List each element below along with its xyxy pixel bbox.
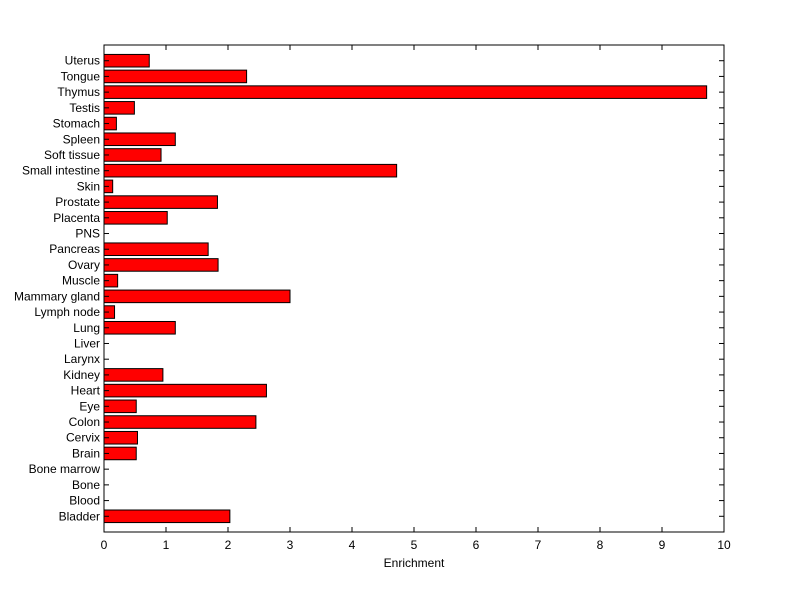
bar-spleen: [103, 132, 176, 147]
x-tick-label: 2: [225, 538, 232, 552]
y-tick-label: Prostate: [55, 195, 100, 209]
x-tick-label: 1: [163, 538, 170, 552]
bars-layer: [103, 53, 708, 524]
y-tick-label: Soft tissue: [44, 148, 100, 162]
y-tick-label: Thymus: [57, 85, 100, 99]
x-tick-label: 6: [473, 538, 480, 552]
y-tick-label: Blood: [69, 494, 100, 508]
y-tick-label: Colon: [69, 415, 100, 429]
x-tick-label: 9: [659, 538, 666, 552]
bar-small-intestine: [103, 163, 398, 178]
x-tick-label: 4: [349, 538, 356, 552]
bar-cervix: [103, 430, 138, 445]
y-tick-label: Liver: [74, 336, 100, 350]
y-tick-label: Eye: [79, 399, 100, 413]
y-tick-label: Stomach: [53, 117, 100, 131]
bar-uterus: [103, 53, 150, 68]
y-tick-label: Lymph node: [34, 305, 100, 319]
bar-pancreas: [103, 242, 209, 257]
y-tick-label: Spleen: [63, 132, 100, 146]
x-tick-label: 7: [535, 538, 542, 552]
y-tick-label: Bone: [72, 478, 100, 492]
y-tick-label: Skin: [77, 179, 100, 193]
x-tick-label: 5: [411, 538, 418, 552]
x-tick-label: 3: [287, 538, 294, 552]
y-tick-label: Placenta: [53, 211, 100, 225]
ticks-layer: [103, 45, 725, 532]
y-tick-label: Tongue: [61, 69, 101, 83]
y-tick-label: Ovary: [68, 258, 100, 272]
y-tick-label: Cervix: [66, 431, 100, 445]
bar-heart: [103, 383, 267, 398]
y-tick-label: Larynx: [64, 352, 100, 366]
bar-colon: [103, 415, 257, 429]
y-tick-label: Pancreas: [49, 242, 100, 256]
x-axis-label: Enrichment: [384, 556, 445, 570]
y-tick-label: Uterus: [65, 54, 100, 68]
y-tick-label: PNS: [75, 227, 100, 241]
y-tick-label: Kidney: [63, 368, 100, 382]
x-tick-label: 8: [597, 538, 604, 552]
bar-lung: [103, 320, 176, 335]
bar-thymus: [103, 85, 708, 99]
x-tick-label: 10: [717, 538, 731, 552]
y-tick-label: Mammary gland: [14, 289, 100, 303]
bar-placenta: [103, 211, 168, 225]
y-tick-label: Brain: [72, 446, 100, 460]
bar-soft-tissue: [103, 148, 162, 162]
bar-kidney: [103, 368, 164, 382]
y-tick-label: Lung: [73, 321, 100, 335]
bar-ovary: [103, 258, 219, 272]
y-tick-label: Heart: [71, 384, 101, 398]
bar-tongue: [103, 69, 248, 84]
bar-mammary-gland: [103, 289, 291, 304]
y-tick-label: Bladder: [59, 509, 100, 523]
x-tick-label: 0: [101, 538, 108, 552]
plot-frame: [103, 44, 725, 533]
y-tick-label: Muscle: [62, 274, 100, 288]
bar-bladder: [103, 509, 231, 524]
y-tick-label: Bone marrow: [29, 462, 101, 476]
y-tick-label: Testis: [69, 101, 100, 115]
y-tick-label: Small intestine: [22, 164, 100, 178]
bar-prostate: [103, 195, 218, 209]
